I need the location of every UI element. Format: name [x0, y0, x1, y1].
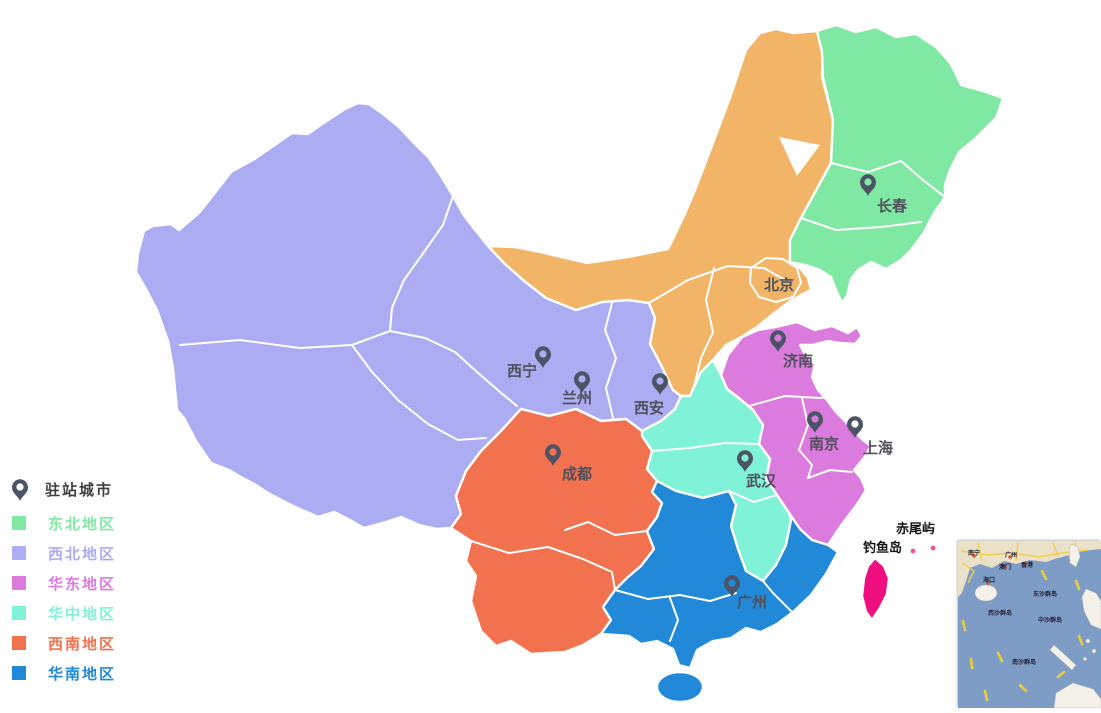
inset-label: 广州 [1005, 551, 1017, 559]
city-pin-icon[interactable] [545, 444, 561, 466]
city-label: 济南 [783, 352, 813, 370]
city-pin-icon[interactable] [737, 450, 753, 472]
inset-label: 南宁 [968, 549, 980, 557]
chiwei-island-dot [930, 545, 936, 551]
legend-item-label: 华中地区 [48, 605, 117, 623]
city-label: 上海 [863, 439, 893, 457]
city-label: 广州 [737, 593, 767, 611]
legend-item: 西南地区 [8, 628, 158, 658]
inset-label: 澳门 [999, 563, 1011, 571]
legend-swatch [12, 576, 26, 590]
legend-item-label: 东北地区 [48, 515, 117, 533]
legend-item: 华中地区 [8, 598, 158, 628]
legend-item: 东北地区 [8, 508, 158, 538]
inset-sea [958, 541, 1101, 708]
region-north[interactable] [486, 27, 835, 398]
region-south[interactable] [599, 479, 840, 670]
city-pin-icon[interactable] [652, 373, 668, 395]
legend-item-label: 华南地区 [48, 665, 117, 683]
city-label: 武汉 [746, 472, 777, 490]
island-label: 钓鱼岛 [863, 540, 902, 555]
legend-station-label: 驻站城市 [45, 481, 114, 499]
inset-city-dots [972, 554, 1027, 585]
city-label: 成都 [562, 465, 592, 483]
legend-item: 华南地区 [8, 658, 158, 688]
region-hainan-island[interactable] [655, 670, 705, 704]
legend: 驻站城市 东北地区西北地区华东地区华中地区西南地区华南地区 [8, 472, 158, 688]
city-pin-icon[interactable] [535, 346, 551, 368]
city-label: 西安 [634, 399, 664, 417]
station-pin-icon [12, 479, 28, 501]
inset-nine-dash-line [961, 569, 1084, 702]
legend-swatch [12, 636, 26, 650]
city-label: 兰州 [562, 389, 592, 407]
legend-item: 西北地区 [8, 538, 158, 568]
city-pin-icon[interactable] [574, 371, 590, 393]
inset-label: 香港 [1020, 561, 1034, 569]
inset-label: 南沙群岛 [1012, 658, 1036, 666]
city-pin-icon[interactable] [860, 174, 876, 196]
city-pin-icon[interactable] [724, 575, 740, 597]
legend-item: 华东地区 [8, 568, 158, 598]
island-label: 赤尾屿 [896, 521, 935, 536]
region-northeast[interactable] [788, 23, 1005, 305]
region-taiwan-island[interactable] [860, 556, 891, 622]
province-borders [179, 160, 946, 642]
city-label: 南京 [809, 435, 839, 453]
legend-station-row: 驻站城市 [8, 472, 158, 506]
legend-swatch [12, 666, 26, 680]
city-pin-icon[interactable] [807, 411, 823, 433]
inset-label: 中沙群岛 [1038, 616, 1062, 624]
south-china-sea-inset-map: 南宁 广州澳门 香港海口东沙群岛西沙群岛中沙群岛南沙群岛 [958, 540, 1101, 709]
city-label: 北京 [764, 276, 794, 294]
legend-item-label: 西北地区 [48, 545, 117, 563]
legend-item-label: 西南地区 [48, 635, 117, 653]
legend-swatch [12, 546, 26, 560]
city-label: 西宁 [507, 362, 537, 380]
inset-label: 海口 [983, 576, 995, 584]
city-label: 长春 [877, 197, 907, 215]
inset-label: 西沙群岛 [988, 609, 1012, 617]
inset-label: 东沙群岛 [1033, 590, 1057, 598]
legend-swatch [12, 606, 26, 620]
legend-swatch [12, 516, 26, 530]
legend-item-label: 华东地区 [48, 575, 117, 593]
diaoyu-island-dot [910, 548, 916, 554]
city-pin-icon[interactable] [770, 330, 786, 352]
map-notch [779, 137, 820, 176]
city-pin-icon[interactable] [847, 416, 863, 438]
